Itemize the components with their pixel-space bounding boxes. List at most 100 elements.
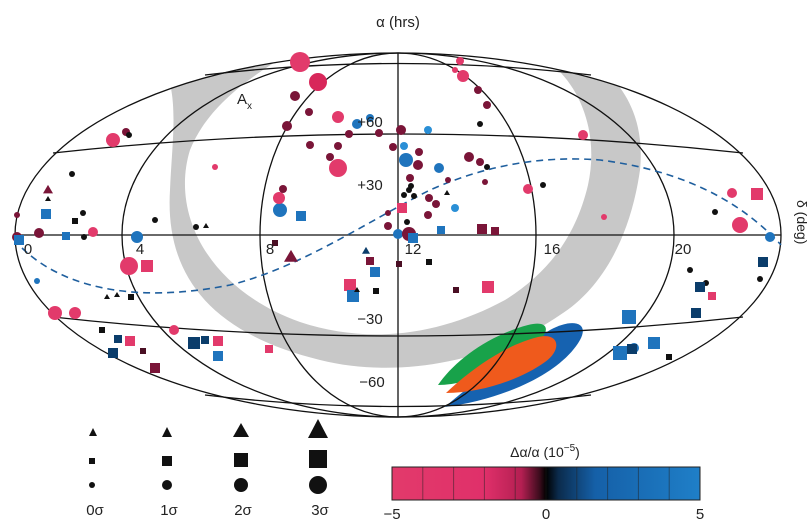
data-point-111 xyxy=(627,344,637,354)
data-point-37 xyxy=(445,177,451,183)
data-point-3 xyxy=(305,108,313,116)
legend-dot-0 xyxy=(89,482,95,488)
data-point-34 xyxy=(476,158,484,166)
data-point-29 xyxy=(452,67,458,73)
dec-tick-plus30: +30 xyxy=(357,177,382,194)
data-point-51 xyxy=(131,231,143,243)
data-point-96 xyxy=(482,281,494,293)
data-point-17 xyxy=(400,142,408,150)
data-point-89 xyxy=(397,203,407,213)
data-point-105 xyxy=(695,282,705,292)
colorbar-tick-min: −5 xyxy=(383,506,400,523)
legend-sq-3 xyxy=(309,450,327,468)
data-point-128 xyxy=(203,222,209,229)
data-point-84 xyxy=(72,218,78,224)
data-point-26 xyxy=(408,183,414,189)
data-point-74 xyxy=(727,188,737,198)
data-point-66 xyxy=(69,307,81,319)
ra-tick-16: 16 xyxy=(544,241,561,258)
data-point-14 xyxy=(396,125,406,135)
data-point-22 xyxy=(406,174,414,182)
data-point-103 xyxy=(751,188,763,200)
data-point-1 xyxy=(309,73,327,91)
legend-label-0sigma: 0σ xyxy=(86,502,104,519)
data-point-31 xyxy=(483,101,491,109)
data-point-87 xyxy=(272,240,278,246)
data-point-39 xyxy=(432,200,440,208)
data-point-119 xyxy=(188,337,200,349)
data-point-112 xyxy=(666,354,672,360)
data-point-13 xyxy=(375,129,383,137)
data-point-110 xyxy=(613,346,627,360)
data-point-86 xyxy=(128,294,134,300)
ra-tick-20: 20 xyxy=(675,241,692,258)
data-point-49 xyxy=(279,185,287,193)
ra-tick-0: 0 xyxy=(24,241,32,258)
significance-legend: 0σ 1σ 2σ 3σ xyxy=(86,419,330,519)
data-point-102 xyxy=(396,261,402,267)
data-point-125 xyxy=(45,195,51,202)
coordinate-grid xyxy=(14,52,782,418)
data-point-9 xyxy=(334,142,342,150)
data-point-94 xyxy=(426,259,432,265)
ra-tick-4: 4 xyxy=(136,241,144,258)
data-point-46 xyxy=(384,222,392,230)
y-axis-label: δ (deg) xyxy=(794,200,809,244)
data-point-93 xyxy=(491,227,499,235)
data-point-6 xyxy=(352,119,362,129)
data-point-121 xyxy=(213,336,223,346)
data-point-33 xyxy=(464,152,474,162)
legend-tri-1 xyxy=(162,427,172,437)
data-point-99 xyxy=(370,267,380,277)
data-point-21 xyxy=(434,163,444,173)
data-point-106 xyxy=(708,292,716,300)
data-point-41 xyxy=(424,211,432,219)
data-point-65 xyxy=(48,306,62,320)
data-point-48 xyxy=(273,192,285,204)
legend-dot-3 xyxy=(309,476,327,494)
data-point-129 xyxy=(284,249,298,262)
data-point-69 xyxy=(523,184,533,194)
legend-label-2sigma: 2σ xyxy=(234,502,252,519)
data-point-71 xyxy=(578,130,588,140)
contour-middle xyxy=(438,323,546,385)
data-point-62 xyxy=(14,212,20,218)
data-point-67 xyxy=(120,257,138,275)
data-point-38 xyxy=(425,194,433,202)
data-point-108 xyxy=(622,310,636,324)
data-point-24 xyxy=(401,192,407,198)
data-point-95 xyxy=(453,287,459,293)
data-point-59 xyxy=(88,227,98,237)
colorbar-tick-lines xyxy=(422,467,670,500)
absorber-points xyxy=(12,52,775,373)
data-point-15 xyxy=(424,126,432,134)
data-point-92 xyxy=(477,224,487,234)
data-point-25 xyxy=(411,193,417,199)
colorbar: Δα/α (10−5) −5 0 5 xyxy=(383,443,704,523)
data-point-43 xyxy=(385,210,391,216)
data-point-16 xyxy=(389,143,397,151)
data-point-98 xyxy=(366,257,374,265)
data-point-60 xyxy=(81,234,87,240)
data-point-79 xyxy=(687,267,693,273)
data-point-114 xyxy=(114,335,122,343)
legend-tri-2 xyxy=(233,423,249,437)
legend-tri-3 xyxy=(308,419,328,438)
data-point-40 xyxy=(451,204,459,212)
data-point-88 xyxy=(296,211,306,221)
data-point-12 xyxy=(329,159,347,177)
data-point-19 xyxy=(399,153,413,167)
data-point-90 xyxy=(408,233,418,243)
data-point-27 xyxy=(456,57,464,65)
data-point-120 xyxy=(201,336,209,344)
data-point-85 xyxy=(141,260,153,272)
data-point-107 xyxy=(691,308,701,318)
data-point-42 xyxy=(404,219,410,225)
colorbar-tick-zero: 0 xyxy=(542,506,550,523)
data-point-53 xyxy=(193,224,199,230)
data-point-72 xyxy=(601,214,607,220)
data-point-123 xyxy=(265,345,273,353)
data-point-115 xyxy=(125,336,135,346)
legend-sq-1 xyxy=(162,456,172,466)
